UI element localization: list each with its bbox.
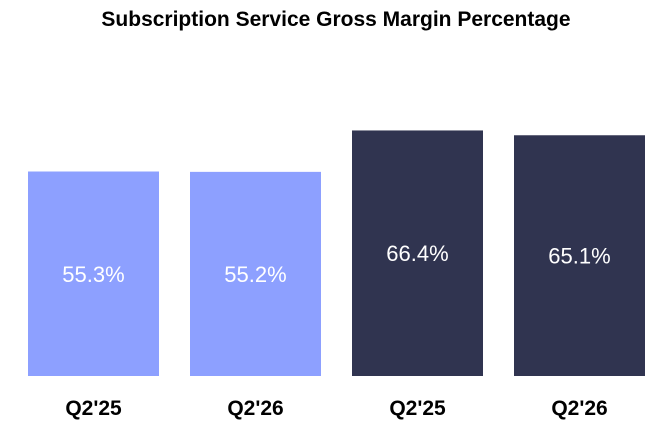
bar-2 [190,171,321,376]
x-tick-label-4: Q2'26 [551,397,607,420]
labels-layer: 55.3% Q2'25 55.2% Q2'26 66.4% Q2'25 65.1% Q2'26 [62,241,610,420]
chart-title: Subscription Service Gross Margin Percen… [101,8,571,31]
data-label-3: 66.4% [386,241,448,266]
bar-4 [514,135,645,376]
x-tick-label-3: Q2'25 [389,397,446,420]
data-label-4: 65.1% [548,244,610,269]
data-label-1: 55.3% [62,262,124,287]
bar-3 [352,130,483,376]
data-label-2: 55.2% [224,262,286,287]
bar-1 [28,171,159,376]
bars-layer [28,130,645,376]
x-tick-label-1: Q2'25 [65,397,122,420]
x-tick-label-2: Q2'26 [227,397,283,420]
